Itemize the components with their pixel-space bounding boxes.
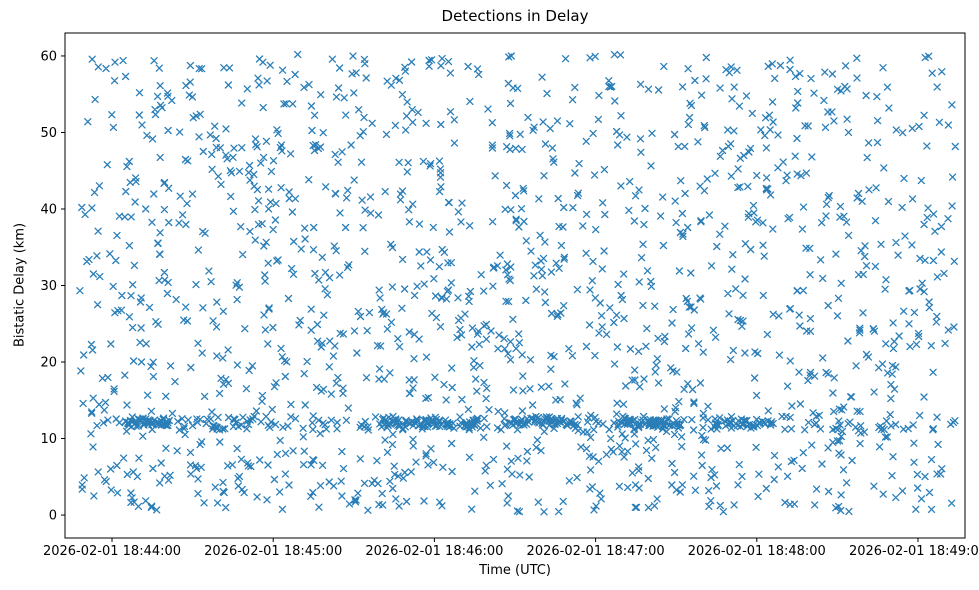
- x-tick-label: 2026-02-01 18:49:00: [849, 544, 979, 559]
- x-tick-label: 2026-02-01 18:48:00: [688, 544, 826, 559]
- detection-markers: [76, 50, 959, 516]
- x-tick-label: 2026-02-01 18:47:00: [527, 544, 665, 559]
- y-tick-label: 40: [40, 202, 57, 217]
- x-tick-label: 2026-02-01 18:44:00: [43, 544, 181, 559]
- y-tick-label: 50: [40, 126, 57, 141]
- y-tick-label: 0: [49, 509, 57, 524]
- y-tick-label: 30: [40, 279, 57, 294]
- y-tick-label: 20: [40, 356, 57, 371]
- y-tick-label: 10: [40, 432, 57, 447]
- y-axis-label: Bistatic Delay (km): [12, 222, 28, 348]
- axes-frame: [64, 32, 966, 539]
- chart-title: Detections in Delay: [441, 7, 589, 25]
- x-tick-label: 2026-02-01 18:46:00: [365, 544, 503, 559]
- y-tick-label: 60: [40, 49, 57, 64]
- x-axis-label: Time (UTC): [479, 563, 551, 578]
- x-tick-label: 2026-02-01 18:45:00: [204, 544, 342, 559]
